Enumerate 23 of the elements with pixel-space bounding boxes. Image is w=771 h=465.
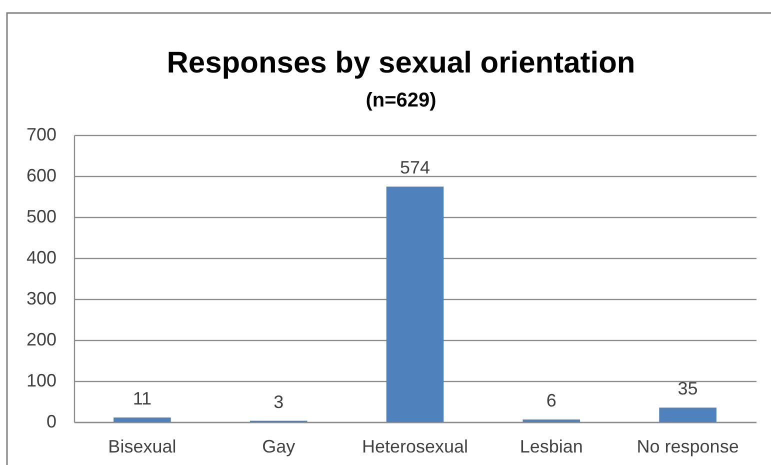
y-tick-label: 100 (26, 370, 56, 390)
y-tick-label: 0 (46, 412, 56, 432)
y-tick-label: 400 (26, 248, 56, 268)
x-tick-label: No response (636, 436, 739, 456)
data-label: 3 (274, 392, 284, 412)
data-label: 6 (546, 390, 556, 411)
data-label: 11 (132, 388, 152, 408)
chart-subtitle: (n=629) (366, 89, 436, 112)
data-label: 35 (678, 378, 698, 399)
x-tick-label: Bisexual (108, 436, 176, 456)
bar (659, 408, 716, 422)
x-tick-label: Gay (262, 436, 296, 456)
bar (386, 186, 444, 422)
x-tick-label: Heterosexual (362, 436, 468, 456)
bar (114, 417, 171, 422)
y-tick-label: 200 (26, 330, 56, 350)
chart-title: Responses by sexual orientation (166, 46, 636, 80)
x-tick-label: Lesbian (520, 436, 583, 456)
data-label: 574 (400, 158, 430, 178)
y-tick-label: 500 (26, 206, 56, 226)
y-tick-label: 300 (26, 288, 56, 308)
y-tick-label: 700 (26, 124, 56, 144)
y-tick-label: 600 (26, 166, 56, 186)
